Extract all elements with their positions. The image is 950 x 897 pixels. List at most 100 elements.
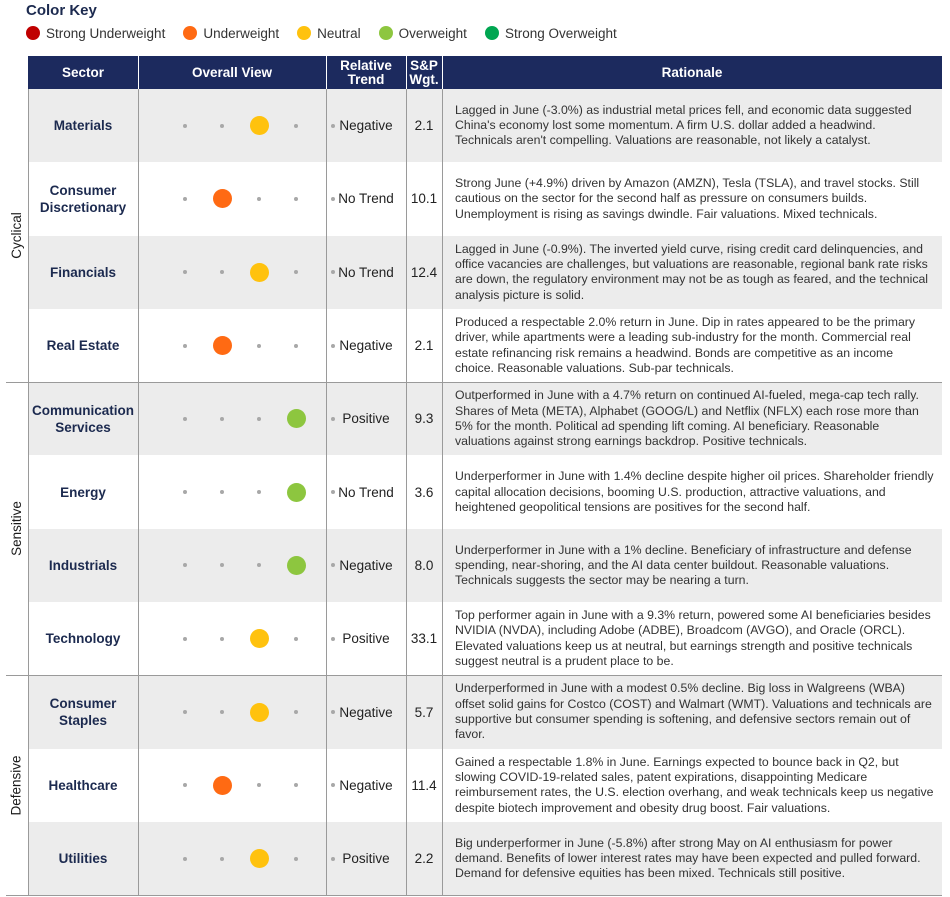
scale-tick-dot (331, 563, 335, 568)
sp-weight: 9.3 (414, 411, 434, 427)
scale-tick-dot (183, 563, 187, 568)
sp-weight: 2.1 (414, 118, 434, 134)
scale-tick-dot (331, 196, 335, 201)
scale-tick-dot (294, 636, 298, 641)
scale-tick-dot (257, 563, 261, 568)
view-marker-dot (286, 409, 306, 429)
table-row: Consumer Staples Negative 5.7 Underperformed… (28, 675, 942, 749)
sector-name: Materials (53, 118, 113, 134)
overall-view-indicator (138, 236, 335, 309)
scale-tick-dot (220, 710, 224, 715)
scale-tick-dot (294, 270, 298, 275)
scale-tick-dot (183, 710, 187, 715)
scale-tick-dot (220, 636, 224, 641)
overall-view-indicator (138, 382, 335, 455)
sector-name: Real Estate (46, 338, 120, 354)
view-marker-dot (212, 336, 232, 356)
color-key-label: Strong Underweight (46, 25, 166, 41)
overall-view-indicator (138, 456, 335, 529)
color-key-label: Overweight (398, 25, 467, 41)
sector-name: Communication Services (31, 402, 134, 435)
sector-name: Industrials (48, 557, 118, 573)
view-marker-dot (249, 702, 269, 722)
scale-tick-dot (220, 490, 224, 495)
sector-name: Consumer Discretionary (39, 182, 127, 215)
view-marker-dot (286, 482, 306, 502)
group-label: Sensitive (8, 501, 24, 557)
scale-tick-dot (257, 196, 261, 201)
group-divider (6, 895, 942, 897)
scale-tick-dot (220, 563, 224, 568)
rationale-text: Lagged in June (-0.9%). The inverted yie… (455, 241, 929, 302)
scale-tick-dot (183, 856, 187, 861)
rationale-text: Outperformed in June with a 4.7% return … (455, 388, 919, 449)
scale-tick-dot (183, 636, 187, 641)
scale-tick-dot (294, 856, 298, 861)
relative-trend: Negative (339, 777, 393, 793)
table-row: Materials Negative 2.1 Lagged in June (-3.0… (28, 89, 942, 163)
sp-weight: 10.1 (410, 191, 438, 207)
color-dot-icon (484, 26, 499, 40)
color-key-label: Strong Overweight (504, 25, 617, 41)
relative-trend: Negative (339, 557, 393, 573)
table-row: Energy No Trend 3.6 Underperformer in June … (28, 456, 942, 529)
scale-tick-dot (331, 123, 335, 128)
header-overall-view: Overall View (138, 56, 326, 89)
column-divider (442, 89, 443, 896)
group-label: Cyclical (8, 212, 24, 259)
color-key-title: Color Key (26, 2, 97, 19)
rationale-text: Strong June (+4.9%) driven by Amazon (AM… (455, 176, 920, 221)
scale-tick-dot (257, 343, 261, 348)
scale-tick-dot (294, 783, 298, 788)
relative-trend: No Trend (338, 264, 394, 280)
overall-view-indicator (138, 822, 335, 895)
scale-tick-dot (331, 636, 335, 641)
scale-tick-dot (183, 270, 187, 275)
view-marker-dot (249, 849, 269, 869)
table-row: Financials No Trend 12.4 Lagged in June (-0… (28, 235, 942, 309)
overall-view-indicator (138, 309, 335, 382)
header-sector: Sector (28, 56, 138, 89)
overall-view-indicator (138, 529, 335, 602)
rationale-text: Big underperformer in June (-5.8%) after… (455, 835, 921, 881)
scale-tick-dot (183, 416, 187, 421)
table-row: Communication Services Positive 9.3 Outperfo… (28, 382, 942, 456)
relative-trend: Positive (342, 411, 390, 427)
rationale-text: Underperformer in June with 1.4% decline… (455, 469, 934, 514)
scale-tick-dot (331, 270, 335, 275)
view-marker-dot (286, 555, 306, 575)
column-divider (138, 89, 139, 896)
sp-weight: 12.4 (410, 264, 438, 280)
color-dot-icon (183, 26, 198, 40)
column-divider (28, 89, 29, 896)
scale-tick-dot (331, 710, 335, 715)
scale-tick-dot (183, 343, 187, 348)
table-row: Real Estate Negative 2.1 Produced a respect… (28, 309, 942, 382)
header-sp-weight: S&P Wgt. (406, 56, 442, 89)
rationale-text: Underperformer in June with a 1% decline… (455, 542, 912, 588)
color-key-item: Neutral (297, 26, 361, 41)
table-row: Consumer Discretionary No Trend 10.1 Strong … (28, 162, 942, 235)
color-key-item: Strong Overweight (484, 25, 617, 41)
scale-tick-dot (257, 783, 261, 788)
table-row: Industrials Negative 8.0 Underperformer in … (28, 528, 942, 603)
color-key-item: Strong Underweight (26, 26, 165, 41)
view-marker-dot (249, 262, 269, 282)
overall-view-indicator (138, 602, 335, 675)
scale-tick-dot (183, 123, 187, 128)
sp-weight: 3.6 (414, 484, 434, 500)
scale-tick-dot (220, 416, 224, 421)
scale-tick-dot (331, 783, 335, 788)
rationale-text: Gained a respectable 1.8% in June. Earni… (455, 754, 934, 815)
overall-view-indicator (138, 89, 335, 162)
header-relative-trend: Relative Trend (326, 56, 406, 89)
scale-tick-dot (294, 123, 298, 128)
group-label: Defensive (8, 755, 24, 816)
scale-tick-dot (183, 196, 187, 201)
column-divider (406, 89, 407, 896)
group-divider (6, 675, 942, 677)
sector-name: Healthcare (48, 777, 118, 793)
rationale-text: Lagged in June (-3.0%) as industrial met… (455, 102, 912, 148)
color-key-label: Underweight (203, 25, 280, 41)
rationale-text: Produced a respectable 2.0% return in Ju… (455, 314, 916, 375)
